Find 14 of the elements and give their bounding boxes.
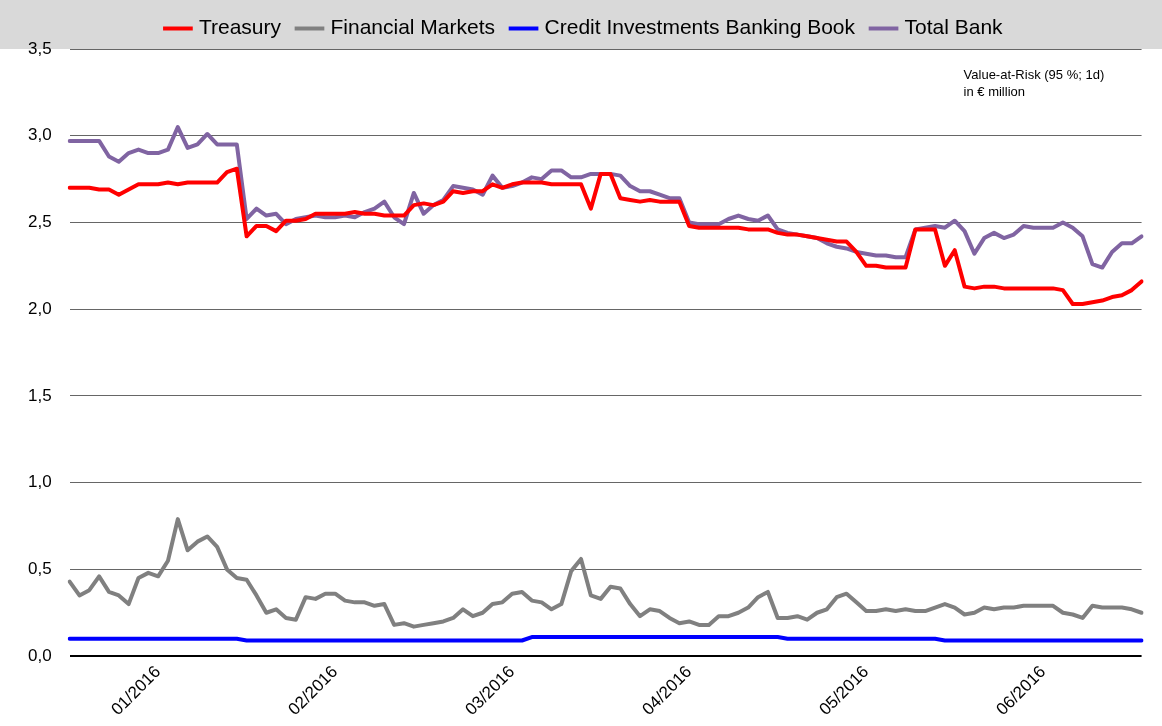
y-tick-label: 1,0 [27, 472, 52, 492]
annotation: in € million [963, 84, 1025, 100]
legend-label: Treasury [198, 15, 282, 39]
y-tick-label: 3,0 [27, 125, 52, 145]
y-tick-label: 0,5 [27, 559, 52, 579]
y-tick-label: 1,5 [27, 385, 52, 405]
y-tick-label: 0,0 [27, 645, 52, 665]
y-tick-label: 3,5 [27, 38, 52, 58]
y-tick-label: 2,0 [27, 298, 52, 318]
legend-label: Financial Markets [330, 15, 496, 39]
annotation: Value-at-Risk (95 %; 1d) [963, 67, 1105, 83]
legend-label: Total Bank [904, 15, 1004, 39]
legend-label: Credit Investments Banking Book [544, 15, 856, 39]
y-tick-label: 2,5 [27, 212, 52, 232]
